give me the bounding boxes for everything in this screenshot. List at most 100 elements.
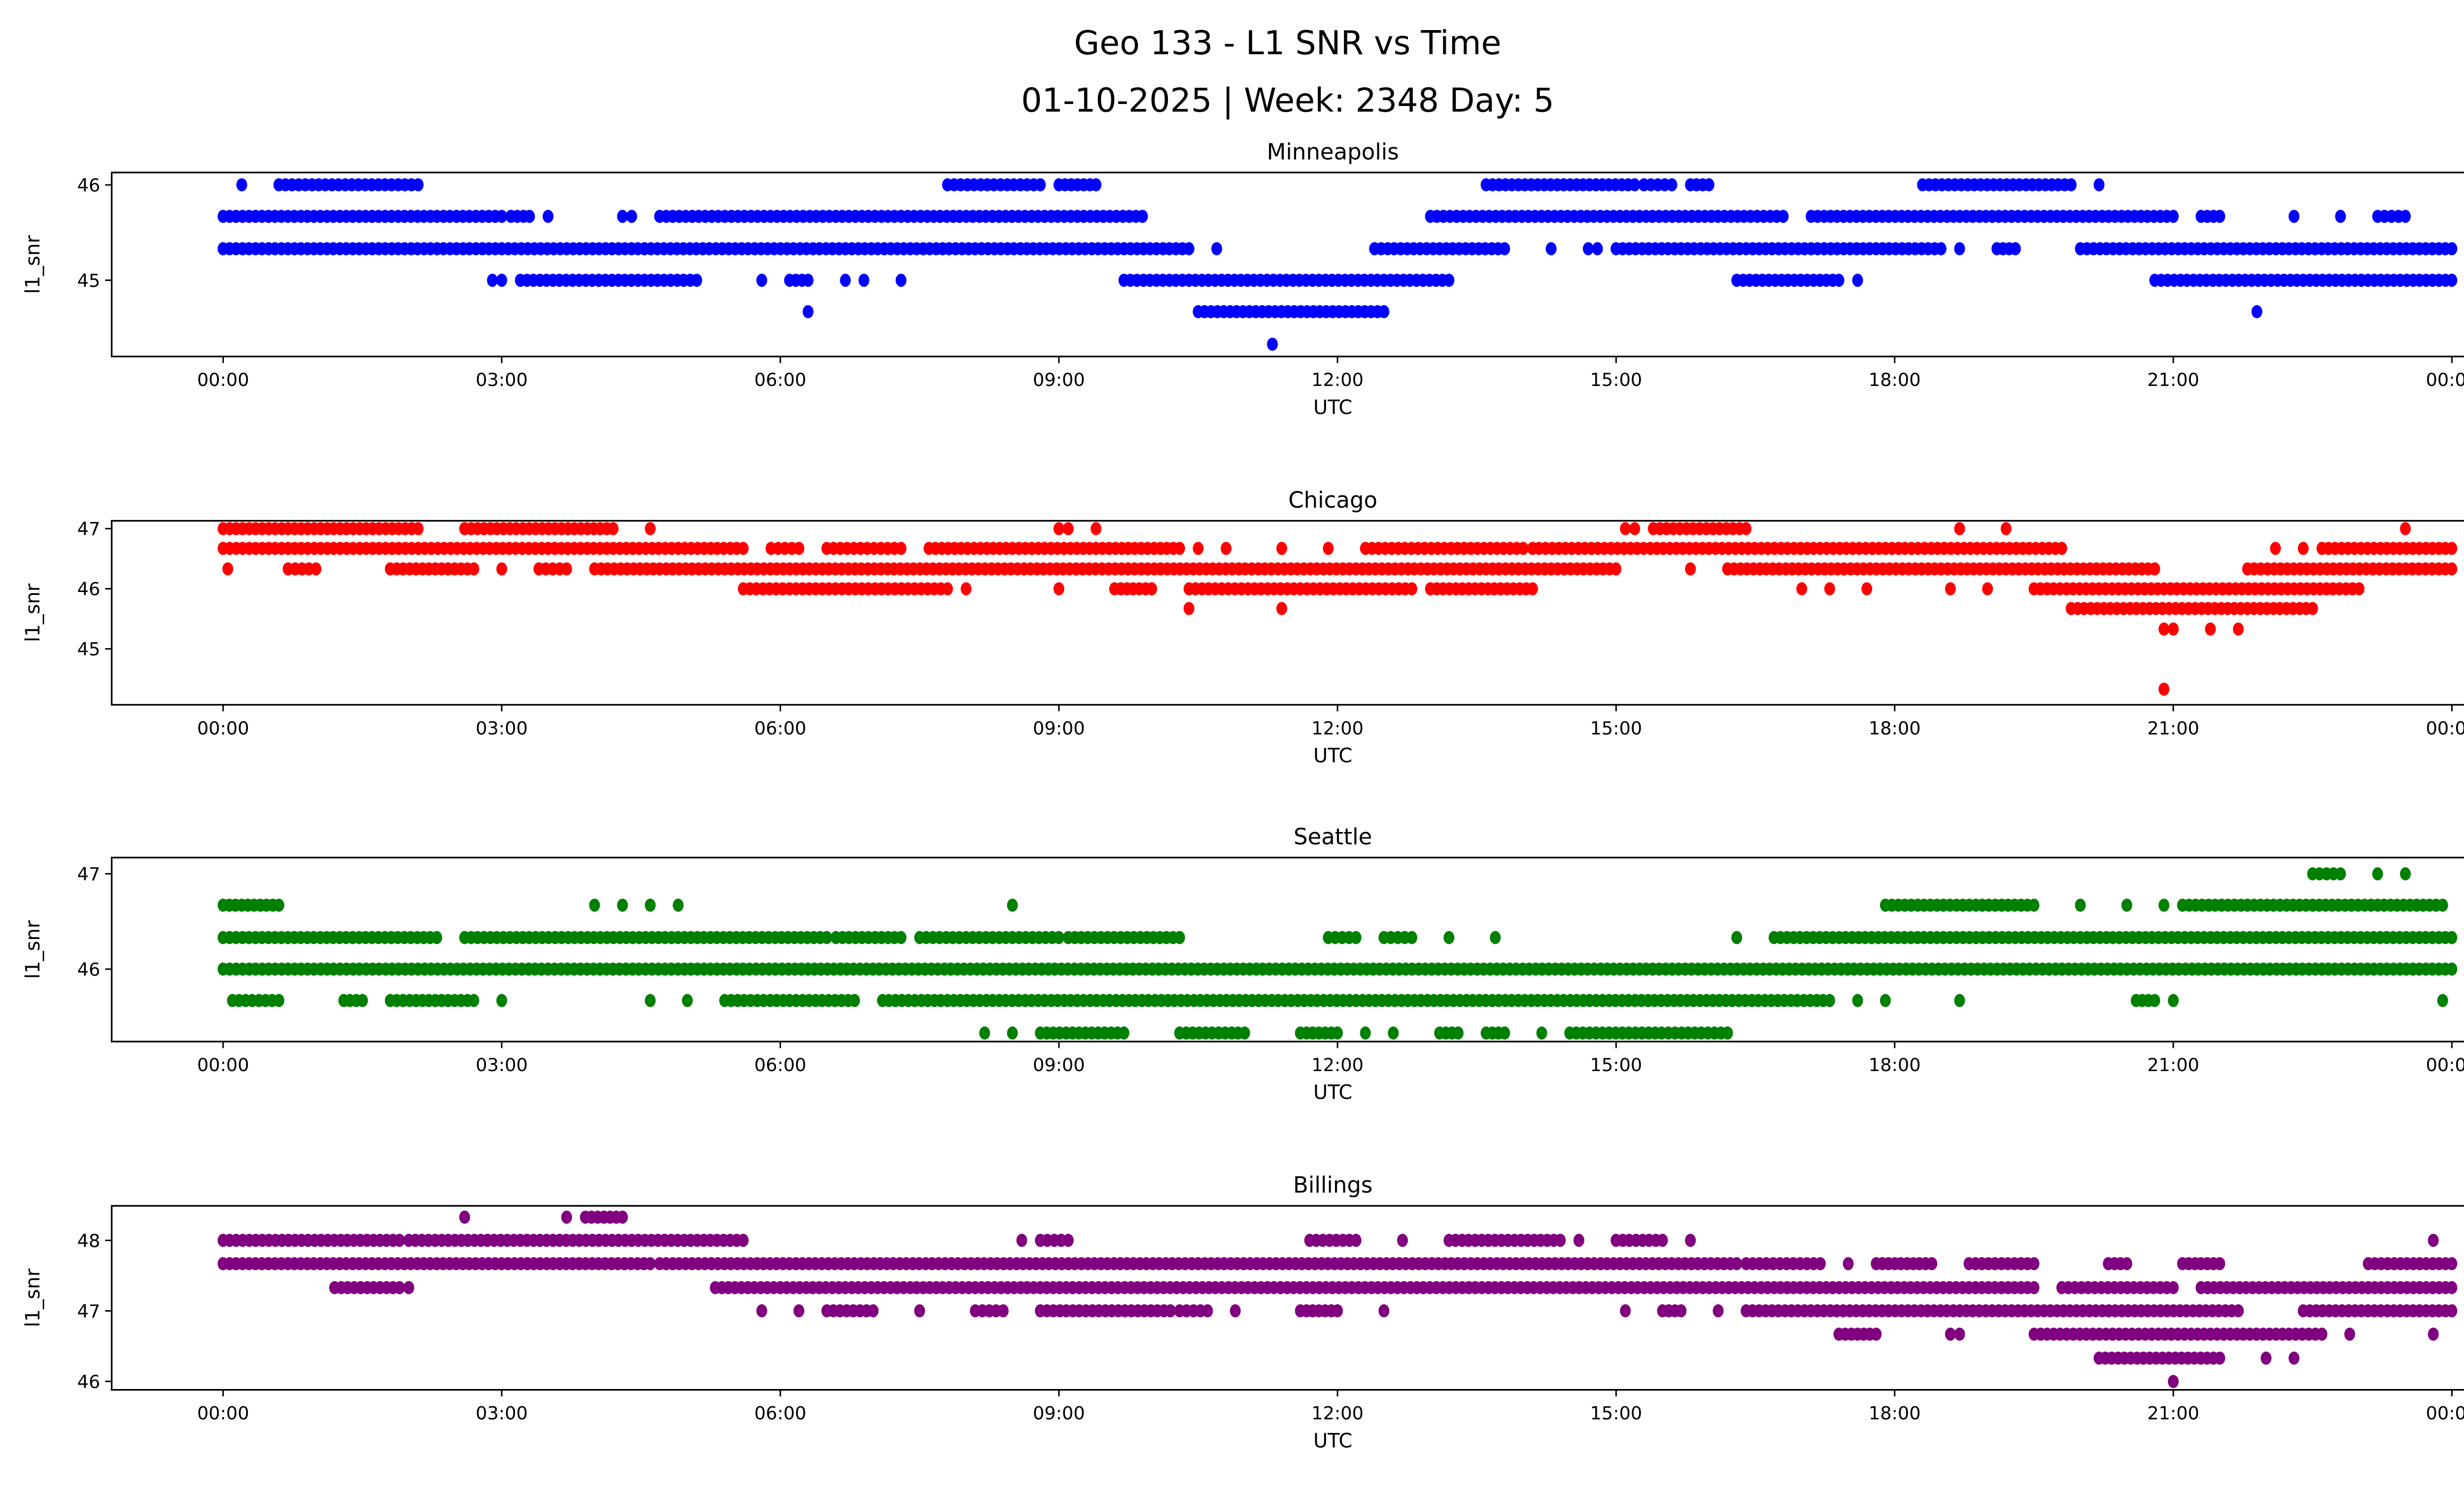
x-tick-label: 00:00 [2426,1403,2464,1424]
data-point [2335,209,2346,223]
x-tick-label: 15:00 [1590,718,1643,739]
data-point [1741,522,1752,535]
data-point [1592,242,1603,255]
x-tick-label: 12:00 [1311,1403,1364,1424]
data-point [1406,582,1417,595]
data-point [1833,274,1845,287]
panel-seattle: Seattle 00:00 03:00 06:00 09:00 12:00 15:00 18:… [22,824,2464,1104]
data-point [1053,522,1064,535]
data-point [273,994,284,1008]
data-point [2354,582,2365,595]
points [217,522,2458,696]
data-point [459,1211,470,1224]
x-tick-label: 15:00 [1590,369,1643,390]
data-point [1880,994,1891,1008]
data-point [2093,178,2105,192]
data-point [1545,242,1557,255]
data-point [997,1304,1009,1318]
data-point [1573,1234,1584,1247]
data-point [2446,562,2458,576]
data-point [756,1304,767,1318]
data-point [738,542,749,555]
data-point [617,209,628,223]
y-axis-label: l1_snr [22,235,44,294]
data-point [2168,1375,2179,1389]
data-point [1852,994,1863,1008]
data-point [821,931,832,944]
data-point [222,562,234,576]
data-point [1712,1304,1724,1318]
data-point [1657,1234,1668,1247]
x-tick-label: 00:00 [2426,718,2464,739]
x-tick-label: 18:00 [1869,1403,1921,1424]
data-point [1852,274,1863,287]
panel-minneapolis: Minneapolis 00:00 03:00 06:00 09:00 12:00 15:0… [22,139,2464,419]
x-tick-label: 03:00 [476,1054,528,1076]
data-point [2446,931,2458,944]
data-point [2158,682,2170,696]
data-point [1202,1304,1213,1318]
data-point [1824,582,1835,595]
data-point [2297,542,2309,555]
x-tick-label: 09:00 [1033,369,1085,390]
data-point [236,178,247,192]
x-tick-label: 09:00 [1033,1054,1085,1076]
data-point [1629,522,1641,535]
data-point [2428,1327,2439,1341]
x-tick-label: 09:00 [1033,718,1085,739]
data-point [1350,931,1362,944]
data-point [496,209,508,223]
data-point [1193,542,1204,555]
data-point [1443,931,1455,944]
data-point [2446,242,2458,255]
data-point [1499,242,1510,255]
data-point [1137,209,1148,223]
y-axis-label: l1_snr [22,1268,44,1327]
x-tick-label: 18:00 [1869,369,1921,390]
points [217,867,2458,1040]
data-point [2437,994,2448,1008]
data-point [2028,1257,2040,1271]
x-tick-label: 00:00 [197,1054,249,1076]
data-point [1332,1304,1343,1318]
data-point [496,994,508,1008]
x-axis-label: UTC [1313,1081,1352,1104]
data-point [645,899,656,912]
data-point [2121,899,2132,912]
data-point [1174,931,1185,944]
data-point [802,274,814,287]
data-point [1267,337,1278,351]
data-point [1360,1026,1371,1040]
data-point [468,562,479,576]
data-point [1871,1327,1882,1341]
data-point [645,522,656,535]
data-point [1824,994,1835,1008]
data-point [645,1257,656,1271]
data-point [1620,522,1631,535]
data-point [1053,582,1064,595]
x-tick-label: 21:00 [2147,1403,2199,1424]
panel-title: Billings [1293,1172,1372,1198]
plot-frame [110,520,2464,706]
data-point [1388,1026,1399,1040]
data-point [310,562,322,576]
data-point [1146,582,1158,595]
data-point [1443,274,1455,287]
data-point [1926,1257,1938,1271]
x-tick-label: 18:00 [1869,718,1921,739]
data-point [895,542,907,555]
data-point [1610,562,1622,576]
data-point [2214,209,2225,223]
data-point [942,582,953,595]
data-point [1685,1234,1696,1247]
panel-title: Seattle [1294,824,1372,850]
data-point [2214,1257,2225,1271]
data-point [2400,522,2411,535]
x-tick-label: 06:00 [754,369,807,390]
data-point [2233,622,2244,636]
data-point [1814,1257,1826,1271]
data-point [960,582,972,595]
y-tick-label: 46 [77,1371,101,1392]
data-point [357,994,368,1008]
